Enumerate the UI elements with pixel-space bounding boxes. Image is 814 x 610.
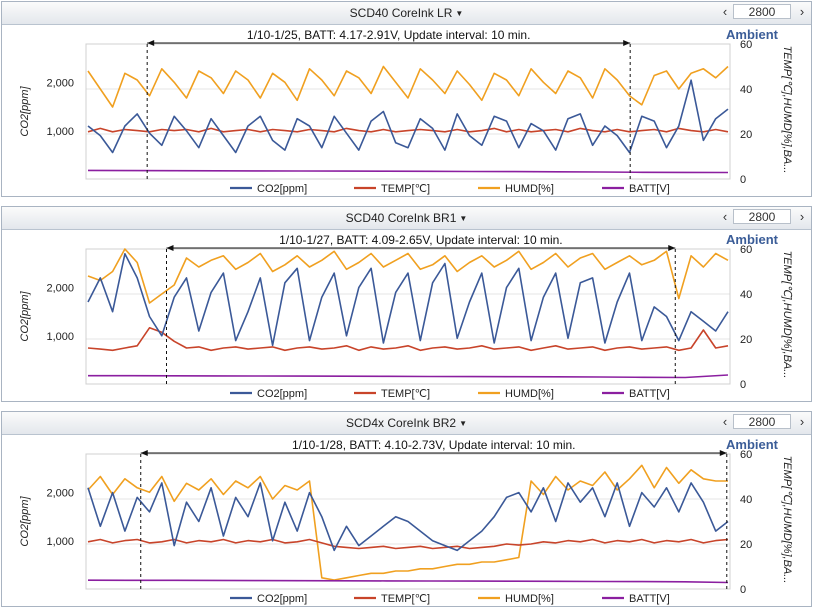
series-line-co2ppm bbox=[87, 79, 729, 154]
y2-tick-label: 20 bbox=[740, 334, 752, 346]
y2-tick-label: 0 bbox=[740, 379, 746, 391]
legend-label: CO2[ppm] bbox=[257, 388, 307, 400]
chart-panel-2: SCD40 CoreInk BR1 ▼ ‹ 2800 › Ambient 1,00… bbox=[1, 206, 812, 402]
arrow-left-icon bbox=[166, 245, 174, 251]
panel-title-dropdown[interactable]: SCD4x CoreInk BR2 ▼ bbox=[2, 416, 811, 430]
prev-arrow-icon[interactable]: ‹ bbox=[722, 4, 728, 19]
chart-panel-3: SCD4x CoreInk BR2 ▼ ‹ 2800 › Ambient 1,00… bbox=[1, 411, 812, 607]
range-input[interactable]: 2800 bbox=[733, 209, 791, 224]
arrow-left-icon bbox=[140, 450, 148, 456]
series-line-humd bbox=[87, 248, 729, 304]
series-label: Ambient bbox=[726, 232, 778, 247]
plot-area bbox=[85, 43, 731, 180]
series-line-humd bbox=[87, 65, 729, 108]
y-tick-label: 2,000 bbox=[46, 488, 74, 500]
range-input[interactable]: 2800 bbox=[733, 414, 791, 429]
legend-label: HUMD[%] bbox=[505, 183, 554, 195]
legend-label: TEMP[℃] bbox=[381, 183, 430, 195]
y2-tick-label: 20 bbox=[740, 539, 752, 551]
series-line-battv bbox=[87, 579, 729, 584]
series-line-co2ppm bbox=[87, 252, 729, 347]
next-arrow-icon[interactable]: › bbox=[799, 209, 805, 224]
series-label: Ambient bbox=[726, 437, 778, 452]
series-line-co2ppm bbox=[87, 482, 729, 552]
prev-arrow-icon[interactable]: ‹ bbox=[722, 414, 728, 429]
chart-panel-1: SCD40 CoreInk LR ▼ ‹ 2800 › Ambient 1,000… bbox=[1, 1, 812, 197]
arrow-left-icon bbox=[147, 40, 155, 46]
next-arrow-icon[interactable]: › bbox=[799, 4, 805, 19]
panel-titlebar: SCD4x CoreInk BR2 ▼ ‹ 2800 › bbox=[2, 412, 811, 435]
range-annotation: 1/10-1/25, BATT: 4.17-2.91V, Update inte… bbox=[247, 28, 531, 42]
panel-title: SCD4x CoreInk BR2 bbox=[346, 416, 457, 430]
series-label: Ambient bbox=[726, 27, 778, 42]
y2-tick-label: 60 bbox=[740, 39, 752, 51]
series-line-temp bbox=[87, 127, 729, 133]
prev-arrow-icon[interactable]: ‹ bbox=[722, 209, 728, 224]
series-line-battv bbox=[87, 169, 729, 174]
legend-label: BATT[V] bbox=[629, 388, 670, 400]
series-line-humd bbox=[87, 464, 728, 581]
y-tick-label: 2,000 bbox=[46, 78, 74, 90]
chart-svg: 1,000 2,000 0 20 40 60 CO2[ppm] TEMP[℃],HUMD[%]… bbox=[19, 438, 793, 605]
y2-tick-label: 60 bbox=[740, 449, 752, 461]
panel-titlebar: SCD40 CoreInk BR1 ▼ ‹ 2800 › bbox=[2, 207, 811, 230]
y2-tick-label: 40 bbox=[740, 84, 752, 96]
chart-svg: 1,000 2,000 0 20 40 60 CO2[ppm] TEMP[℃],HUMD[%]… bbox=[19, 233, 793, 400]
next-arrow-icon[interactable]: › bbox=[799, 414, 805, 429]
y-axis-label: CO2[ppm] bbox=[19, 495, 31, 546]
legend-label: BATT[V] bbox=[629, 183, 670, 195]
caret-down-icon: ▼ bbox=[459, 214, 468, 223]
y-axis-label: CO2[ppm] bbox=[19, 290, 31, 341]
legend-label: CO2[ppm] bbox=[257, 183, 307, 195]
y2-axis-label: TEMP[℃],HUMD[%],BA... bbox=[781, 251, 793, 379]
series-line-temp bbox=[87, 327, 729, 352]
y-tick-label: 1,000 bbox=[46, 126, 74, 138]
panel-title: SCD40 CoreInk LR bbox=[349, 6, 453, 20]
legend-label: CO2[ppm] bbox=[257, 593, 307, 605]
chart-svg: 1,000 2,000 0 20 40 60 CO2[ppm] TEMP[℃],HUMD[%]… bbox=[19, 28, 793, 195]
arrow-right-icon bbox=[668, 245, 676, 251]
legend-label: HUMD[%] bbox=[505, 593, 554, 605]
range-annotation: 1/10-1/27, BATT: 4.09-2.65V, Update inte… bbox=[279, 233, 563, 247]
y-tick-label: 2,000 bbox=[46, 283, 74, 295]
series-line-temp bbox=[87, 538, 729, 550]
legend-label: HUMD[%] bbox=[505, 388, 554, 400]
arrow-right-icon bbox=[719, 450, 727, 456]
range-annotation: 1/10-1/28, BATT: 4.10-2.73V, Update inte… bbox=[292, 438, 576, 452]
series-line-battv bbox=[88, 374, 729, 379]
legend-label: BATT[V] bbox=[629, 593, 670, 605]
y2-tick-label: 0 bbox=[740, 584, 746, 596]
y-tick-label: 1,000 bbox=[46, 331, 74, 343]
y2-tick-label: 0 bbox=[740, 174, 746, 186]
y2-tick-label: 40 bbox=[740, 494, 752, 506]
panel-title-dropdown[interactable]: SCD40 CoreInk LR ▼ bbox=[2, 6, 811, 20]
caret-down-icon: ▼ bbox=[459, 419, 467, 428]
arrow-right-icon bbox=[623, 40, 631, 46]
legend-label: TEMP[℃] bbox=[381, 593, 430, 605]
range-input[interactable]: 2800 bbox=[733, 4, 791, 19]
y2-tick-label: 20 bbox=[740, 129, 752, 141]
panel-title: SCD40 CoreInk BR1 bbox=[345, 211, 457, 225]
panel-titlebar: SCD40 CoreInk LR ▼ ‹ 2800 › bbox=[2, 2, 811, 25]
plot-area bbox=[85, 248, 731, 385]
y2-axis-label: TEMP[℃],HUMD[%],BA... bbox=[781, 46, 793, 174]
y-axis-label: CO2[ppm] bbox=[19, 85, 31, 136]
plot-area bbox=[85, 453, 731, 590]
y2-tick-label: 40 bbox=[740, 289, 752, 301]
y2-axis-label: TEMP[℃],HUMD[%],BA... bbox=[781, 456, 793, 584]
panel-title-dropdown[interactable]: SCD40 CoreInk BR1 ▼ bbox=[2, 211, 811, 225]
caret-down-icon: ▼ bbox=[455, 9, 464, 18]
y-tick-label: 1,000 bbox=[46, 536, 74, 548]
legend-label: TEMP[℃] bbox=[381, 388, 430, 400]
y2-tick-label: 60 bbox=[740, 244, 752, 256]
